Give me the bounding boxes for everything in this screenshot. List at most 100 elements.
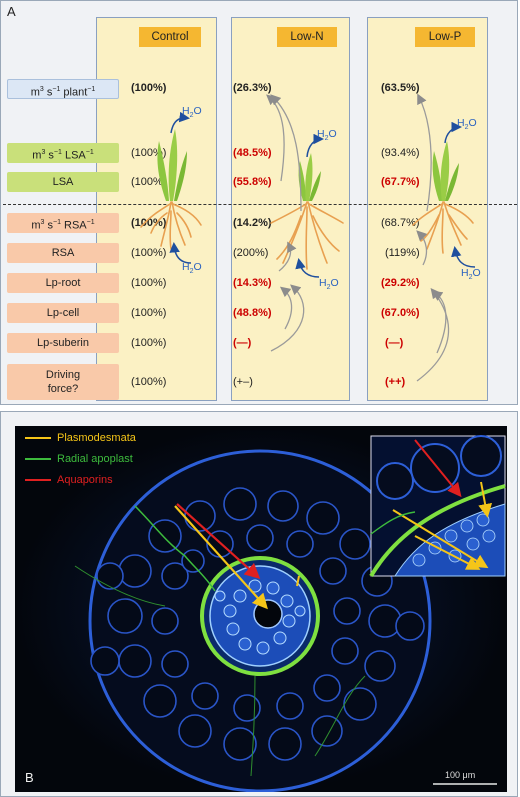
row-label-flux-per-rsa: m3 s−1 RSA−1 (7, 213, 119, 233)
panel-b: Plasmodesmata Radial apoplast Aquaporins… (0, 411, 518, 797)
value-low-p-plant: (63.5%) (381, 82, 420, 94)
value-low-p-lp-root: (29.2%) (381, 277, 420, 289)
row-label-sup: −1 (53, 149, 62, 156)
inference-arrows-low-p (416, 93, 450, 382)
value-low-n-lp-cell: (48.8%) (233, 307, 272, 319)
legend-swatch (25, 479, 51, 482)
column-header-control: Control (139, 27, 201, 47)
value-control-lsa: (100%) (131, 176, 167, 188)
scale-bar-label: 100 μm (445, 770, 476, 780)
water-in-arrow-control (169, 242, 192, 264)
h2o-text: H (182, 105, 190, 117)
row-label-line: Driving (45, 369, 81, 381)
inset-magnified (369, 435, 506, 578)
row-label-text: m (31, 219, 41, 232)
value-control-plant: (100%) (131, 82, 167, 94)
value-low-n-lsa-flux: (48.5%) (233, 147, 272, 159)
h2o-label-low-p-out: H2O (457, 117, 477, 131)
value-low-p-rsa-flux: (68.7%) (381, 217, 420, 229)
row-label-sup: −1 (52, 219, 61, 226)
row-label-sup: −1 (87, 86, 96, 93)
soil-line (3, 204, 517, 205)
row-label-rsa: RSA (7, 243, 119, 263)
row-label-flux-per-plant: m3 s−1 plant−1 (7, 79, 119, 99)
value-low-n-driving-force: (+–) (233, 376, 253, 388)
value-control-rsa: (100%) (131, 247, 167, 259)
stele-cells (214, 579, 306, 655)
column-header-low-n: Low-N (277, 27, 337, 47)
root-cross-section-micrograph: Plasmodesmata Radial apoplast Aquaporins… (15, 426, 507, 792)
row-label-lp-cell: Lp-cell (7, 303, 119, 323)
plant-diagrams (140, 93, 476, 382)
row-label-lp-suberin: Lp-suberin (7, 333, 119, 353)
water-out-arrow-control (170, 111, 190, 134)
value-control-lp-root: (100%) (131, 277, 167, 289)
value-low-n-plant: (26.3%) (233, 82, 272, 94)
row-label-text: m (30, 86, 40, 99)
plasmodesmata-arrow (174, 505, 268, 610)
panel-a: A Control Low-N Low-P m3 s−1 plant−1 m3 … (0, 0, 518, 405)
water-out-arrow-low-p (444, 121, 462, 144)
value-low-p-lsa-flux: (93.4%) (381, 147, 420, 159)
row-label-sup: 3 (39, 86, 44, 93)
row-label-sup: −1 (85, 149, 94, 156)
h2o-text: O (472, 267, 481, 279)
row-label-flux-per-lsa: m3 s−1 LSA−1 (7, 143, 119, 163)
h2o-text: O (468, 117, 477, 129)
plant-low-n (270, 153, 344, 270)
value-low-p-lp-cell: (67.0%) (381, 307, 420, 319)
h2o-text: H (317, 128, 325, 140)
central-vessel (253, 599, 283, 629)
h2o-text: H (461, 267, 469, 279)
h2o-sub: 2 (468, 274, 473, 282)
apoplast-path (134, 505, 216, 592)
plant-low-p (412, 141, 474, 254)
h2o-text: O (193, 105, 202, 117)
value-control-lp-cell: (100%) (131, 307, 167, 319)
h2o-text: H (457, 117, 465, 129)
plasmodesmata-marker (296, 575, 300, 587)
column-low-p (367, 17, 488, 401)
row-label-lsa: LSA (7, 172, 119, 192)
legend-text: Radial apoplast (57, 453, 133, 465)
value-low-n-lp-root: (14.3%) (233, 277, 272, 289)
row-label-text: s (43, 86, 53, 99)
value-low-p-driving-force: (++) (385, 376, 406, 388)
legend-radial-apoplast: Radial apoplast (25, 453, 133, 465)
row-label-text: m (32, 149, 42, 162)
row-label-sup: −1 (52, 86, 61, 93)
water-out-arrow-low-n (306, 133, 324, 158)
value-low-p-rsa: (119%) (385, 247, 420, 259)
value-control-driving-force: (100%) (131, 376, 167, 388)
legend-swatch (25, 437, 51, 440)
water-in-arrow-low-n (295, 258, 320, 278)
h2o-text: H (319, 277, 327, 289)
legend-text: Aquaporins (57, 474, 113, 486)
row-label-line: force? (47, 383, 79, 395)
h2o-label-low-n-out: H2O (317, 128, 337, 142)
h2o-sub: 2 (189, 112, 194, 120)
value-low-n-rsa: (200%) (233, 247, 269, 259)
value-low-n-rsa-flux: (14.2%) (233, 217, 272, 229)
h2o-sub: 2 (464, 124, 469, 132)
h2o-label-low-p-in: H2O (461, 267, 481, 281)
legend-text: Plasmodesmata (57, 432, 136, 444)
value-low-p-lp-suberin: (—) (385, 337, 404, 349)
h2o-text: O (193, 261, 202, 273)
row-label-driving-force: Driving force? (7, 364, 119, 400)
row-label-text: plant (60, 86, 88, 99)
inference-arrows-low-n (266, 94, 305, 352)
micrograph-image (15, 426, 507, 792)
h2o-text: H (182, 261, 190, 273)
plant-control (140, 129, 202, 250)
row-label-text: s (44, 219, 53, 232)
cortex-cells (90, 487, 425, 761)
row-label-text: RSA (60, 219, 87, 232)
panel-b-label: B (25, 770, 34, 785)
panel-a-label: A (7, 4, 16, 19)
value-low-n-lp-suberin: (—) (233, 337, 252, 349)
h2o-sub: 2 (189, 268, 194, 276)
value-control-rsa-flux: (100%) (131, 217, 167, 229)
legend-aquaporins: Aquaporins (25, 474, 113, 486)
h2o-sub: 2 (324, 135, 329, 143)
